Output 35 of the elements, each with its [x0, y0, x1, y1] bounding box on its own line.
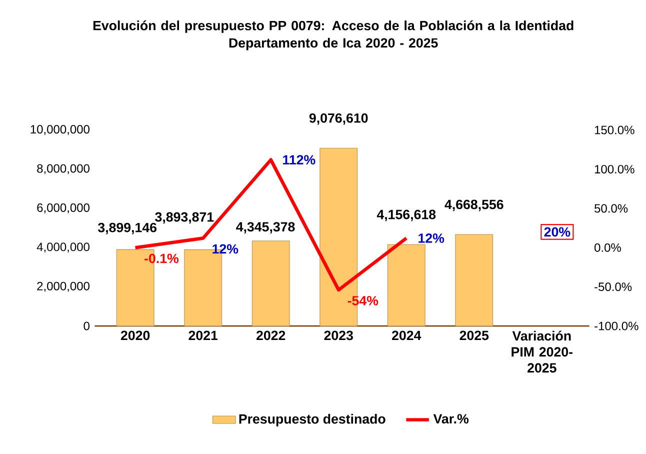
data-label: 4,668,556	[444, 200, 504, 212]
x-tick-label: 2024	[392, 330, 422, 340]
data-label: 3,899,146	[98, 222, 157, 234]
legend-label: Var.%	[433, 414, 469, 424]
y-tick-label: 10,000,000	[30, 125, 90, 135]
bar	[387, 244, 426, 326]
bar	[455, 234, 494, 326]
x-tick-label: 2020	[120, 330, 150, 340]
y-tick-label: 4,000,000	[36, 242, 90, 253]
data-label: 9,076,610	[309, 113, 368, 125]
data-label: 4,345,378	[236, 222, 295, 234]
y2-tick-label: 100.0%	[594, 164, 634, 174]
data-label: 3,893,871	[155, 212, 214, 224]
y-tick-label: 0	[84, 322, 90, 330]
y-tick-label: 2,000,000	[37, 282, 90, 292]
annotation: 20%	[544, 227, 570, 237]
y2-tick-label: -50.0%	[594, 282, 632, 292]
data-label: 12%	[418, 233, 444, 243]
x-tick-label: 2022	[256, 330, 286, 340]
x-tick-label: 2021	[188, 330, 218, 340]
chart-title: Evolución del presupuesto PP 0079: Acceso de la Población a la Identidad Departamento de Ica 2020 - 2025	[93, 20, 574, 50]
x-tick-label: 2025	[460, 330, 489, 340]
y-tick-label: 6,000,000	[37, 203, 90, 214]
data-label: 112%	[283, 155, 316, 164]
data-label: 4,156,618	[376, 210, 436, 222]
data-label: 12%	[212, 244, 238, 254]
y-tick-label: 8,000,000	[37, 164, 90, 174]
y2-tick-label: 0.0%	[594, 243, 621, 252]
bar	[252, 240, 290, 326]
x-tick-label: Variación PIM 2020-2025	[512, 330, 572, 373]
y2-tick-label: 150.0%	[594, 126, 634, 134]
y2-tick-label: 50.0%	[594, 204, 628, 213]
x-tick-label: 2023	[324, 330, 353, 340]
y2-tick-label: -100.0%	[594, 322, 638, 330]
legend-label: Presupuesto destinado	[239, 414, 386, 426]
